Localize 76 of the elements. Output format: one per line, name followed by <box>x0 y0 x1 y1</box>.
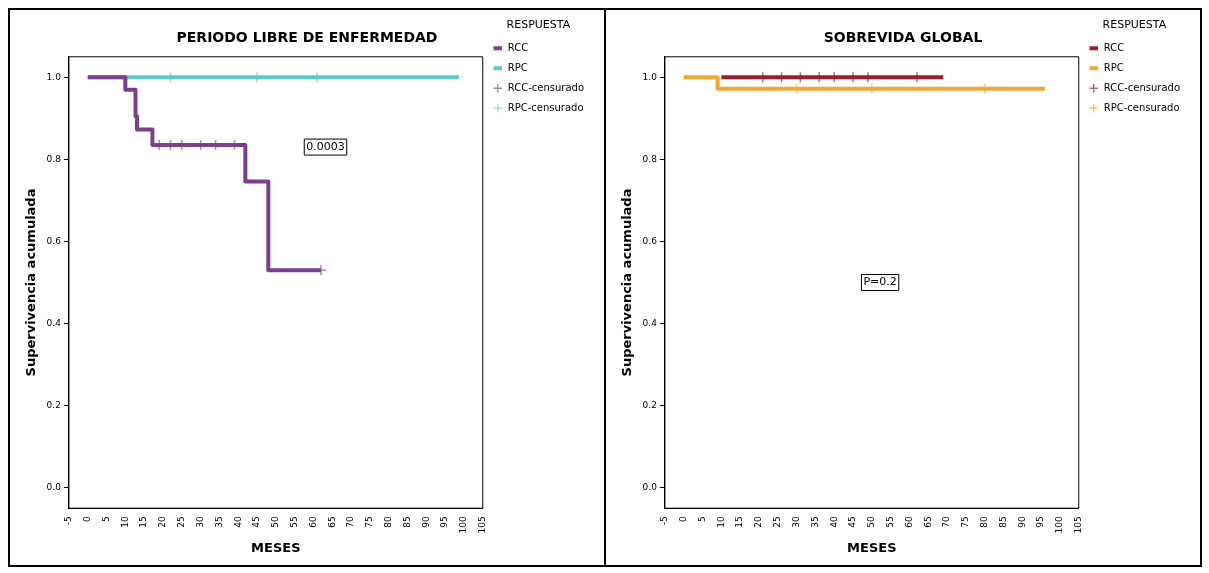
x-tick-label: 55 <box>288 516 299 528</box>
legend-title: RESPUESTA <box>1102 18 1167 32</box>
x-tick-label: 70 <box>345 515 356 528</box>
x-tick-label: 15 <box>734 516 745 528</box>
x-tick-label: 25 <box>176 516 187 528</box>
y-axis-title: Supervivencia acumulada <box>23 188 39 377</box>
x-tick-label: 40 <box>232 515 243 528</box>
y-tick-label: 0.8 <box>46 153 62 164</box>
x-axis-title: MESES <box>847 539 897 555</box>
x-tick-label: 80 <box>383 515 394 528</box>
x-tick-label: 50 <box>270 515 281 528</box>
x-tick-label: 35 <box>809 516 820 528</box>
annotation: 0.0003 <box>306 139 345 153</box>
legend-label: RPC-censurado <box>1103 101 1180 113</box>
x-tick-label: 90 <box>420 515 431 528</box>
x-tick-label: 15 <box>138 516 149 528</box>
y-tick-label: 0.2 <box>642 399 657 410</box>
x-tick-label: 60 <box>903 515 914 528</box>
x-tick-label: 20 <box>157 515 168 528</box>
x-tick-label: 80 <box>979 515 990 528</box>
x-tick-label: 65 <box>922 516 933 528</box>
y-axis-title: Supervivencia acumulada <box>619 188 635 377</box>
x-tick-label: 25 <box>772 516 783 528</box>
y-tick-label: 0.8 <box>642 153 658 164</box>
x-tick-label: 75 <box>364 516 375 528</box>
y-tick-label: 0.6 <box>46 235 62 246</box>
x-tick-label: 65 <box>326 516 337 528</box>
chart-title: PERIODO LIBRE DE ENFERMEDAD <box>176 29 438 46</box>
x-tick-label: 105 <box>477 516 488 534</box>
x-tick-label: -5 <box>659 516 670 526</box>
x-tick-label: 105 <box>1073 516 1084 534</box>
legend-label: RCC <box>1103 41 1125 53</box>
x-tick-label: 20 <box>753 515 764 528</box>
y-tick-label: 0.0 <box>642 482 658 493</box>
legend-label: RPC-censurado <box>507 101 584 113</box>
legend-label: RCC-censurado <box>507 81 584 93</box>
x-tick-label: 10 <box>119 515 130 528</box>
y-tick-label: 1.0 <box>642 71 658 82</box>
x-tick-label: 45 <box>251 516 262 528</box>
x-tick-label: 5 <box>696 516 707 522</box>
x-tick-label: 10 <box>715 515 726 528</box>
x-tick-label: 100 <box>1054 515 1065 534</box>
x-tick-label: 35 <box>213 516 224 528</box>
y-tick-label: 0.0 <box>46 482 62 493</box>
legend-label: RPC <box>507 61 528 73</box>
y-tick-label: 1.0 <box>46 71 62 82</box>
y-tick-label: 0.4 <box>642 317 658 328</box>
x-tick-label: 100 <box>458 515 469 534</box>
x-tick-label: 90 <box>1016 515 1027 528</box>
x-axis-title: MESES <box>251 539 301 555</box>
x-tick-label: 0 <box>678 515 689 522</box>
x-tick-label: 40 <box>828 515 839 528</box>
x-tick-label: 70 <box>941 515 952 528</box>
legend-label: RCC <box>507 41 529 53</box>
y-tick-label: 0.4 <box>46 317 62 328</box>
x-tick-label: 95 <box>1035 516 1046 528</box>
x-tick-label: 30 <box>194 515 205 528</box>
x-tick-label: 55 <box>884 516 895 528</box>
legend-label: RCC-censurado <box>1103 81 1180 93</box>
x-tick-label: 5 <box>100 516 111 522</box>
x-tick-label: 75 <box>960 516 971 528</box>
x-tick-label: 50 <box>866 515 877 528</box>
x-tick-label: 0 <box>82 515 93 522</box>
x-tick-label: 85 <box>997 516 1008 528</box>
legend-label: RPC <box>1103 61 1124 73</box>
x-tick-label: 45 <box>847 516 858 528</box>
legend-title: RESPUESTA <box>506 18 571 32</box>
y-tick-label: 0.6 <box>642 235 658 246</box>
annotation: P=0.2 <box>863 275 897 289</box>
x-tick-label: 60 <box>307 515 318 528</box>
y-tick-label: 0.2 <box>46 399 61 410</box>
x-tick-label: -5 <box>63 516 74 526</box>
x-tick-label: 85 <box>401 516 412 528</box>
x-tick-label: 95 <box>439 516 450 528</box>
chart-title: SOBREVIDA GLOBAL <box>823 29 983 46</box>
x-tick-label: 30 <box>790 515 801 528</box>
